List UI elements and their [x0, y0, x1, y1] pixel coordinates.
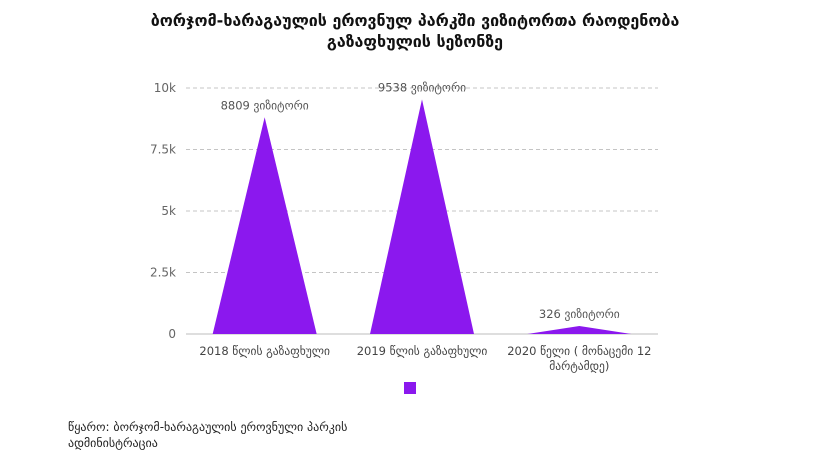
chart-title-line-2: გაზაფხულის სეზონზე [326, 32, 504, 51]
data-label: 326 ვიზიტორი [539, 307, 620, 321]
x-tick-label: 2018 წლის გაზაფხული [199, 344, 330, 358]
x-tick-label: 2019 წლის გაზაფხული [357, 344, 488, 358]
legend-swatch [404, 382, 416, 394]
chart-title: ბორჯომ-ხარაგაულის ეროვნულ პარკში ვიზიტორ… [0, 10, 830, 52]
area-peak-3 [527, 325, 632, 334]
chart-title-line-1: ბორჯომ-ხარაგაულის ეროვნულ პარკში ვიზიტორ… [150, 11, 680, 30]
data-label: 8809 ვიზიტორი [221, 98, 309, 112]
y-tick-label: 0 [168, 327, 176, 341]
x-tick-label: მარტამდე) [549, 359, 609, 373]
area-peak-2 [370, 99, 474, 334]
y-tick-label: 7.5k [150, 143, 176, 157]
source-note: წყარო: ბორჯომ-ხარაგაულის ეროვნული პარკის… [68, 419, 428, 451]
source-line-1: წყარო: ბორჯომ-ხარაგაულის ეროვნული პარკის [68, 420, 348, 434]
data-label: 9538 ვიზიტორი [378, 80, 466, 94]
x-tick-label: 2020 წელი ( მონაცემი 12 [507, 344, 651, 358]
y-tick-label: 2.5k [150, 266, 176, 280]
y-tick-label: 10k [154, 81, 176, 95]
area-peak-1 [212, 117, 317, 334]
y-tick-label: 5k [161, 204, 176, 218]
source-line-2: ადმინისტრაცია [68, 436, 158, 450]
